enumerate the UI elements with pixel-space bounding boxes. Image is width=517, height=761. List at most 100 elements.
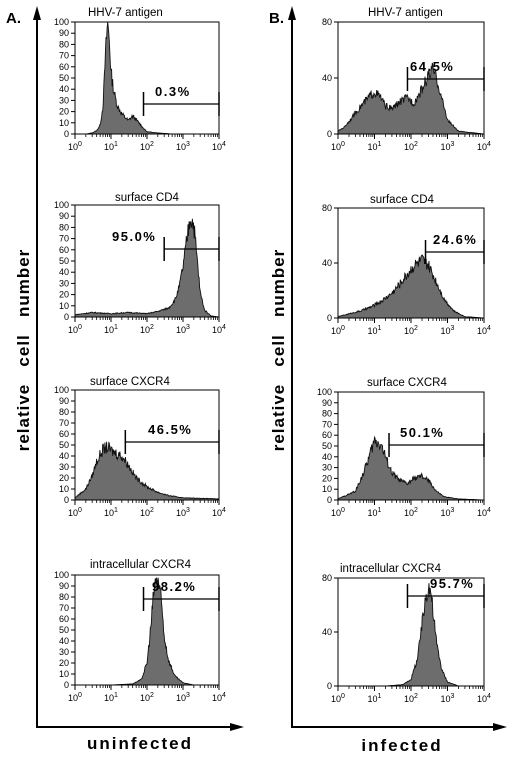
y-tick-label: 10 [59, 118, 69, 128]
panel-a-x-arrowhead [230, 723, 244, 731]
x-tick-label: 104 [477, 507, 491, 518]
histogram-area [75, 21, 219, 135]
histogram-b-1: 0 40 80 100 101 102 103 104 64.5% HHV-7 antigen [322, 7, 491, 152]
y-tick-label: 60 [59, 245, 69, 255]
y-tick-label: 20 [59, 658, 69, 668]
y-tick-label: 90 [59, 211, 69, 221]
y-tick-label: 30 [322, 463, 332, 473]
y-tick-label: 80 [59, 592, 69, 602]
y-tick-label: 100 [54, 17, 69, 27]
x-tick-label: 104 [212, 324, 226, 335]
histogram-title: surface CD4 [370, 194, 435, 206]
histogram-area [337, 435, 484, 501]
x-tick-label: 100 [68, 324, 82, 335]
y-tick-label: 0 [64, 129, 69, 139]
y-tick-label: 10 [322, 484, 332, 494]
y-tick-label: 70 [59, 234, 69, 244]
x-tick-label: 103 [176, 141, 190, 152]
x-tick-label: 102 [404, 693, 418, 704]
y-tick-label: 50 [322, 441, 332, 451]
histogram-title: surface CXCR4 [367, 377, 447, 389]
y-tick-label: 20 [59, 473, 69, 483]
x-tick-label: 101 [368, 693, 382, 704]
x-tick-label: 100 [331, 141, 345, 152]
y-tick-label: 100 [54, 200, 69, 210]
histogram-title: surface CD4 [115, 192, 180, 204]
x-tick-label: 101 [104, 324, 118, 335]
y-tick-label: 70 [322, 419, 332, 429]
y-tick-label: 50 [59, 256, 69, 266]
y-tick-label: 0 [327, 129, 332, 139]
y-tick-label: 50 [59, 625, 69, 635]
y-tick-label: 100 [54, 570, 69, 580]
y-tick-label: 90 [59, 581, 69, 591]
y-tick-label: 40 [59, 84, 69, 94]
x-tick-label: 100 [68, 507, 82, 518]
x-tick-label: 104 [212, 692, 226, 703]
y-tick-label: 80 [322, 573, 332, 583]
y-tick-label: 0 [64, 312, 69, 322]
y-tick-label: 80 [322, 203, 332, 213]
x-tick-label: 101 [104, 692, 118, 703]
x-tick-label: 102 [140, 692, 154, 703]
x-tick-label: 104 [477, 693, 491, 704]
x-tick-label: 102 [404, 141, 418, 152]
y-tick-label: 0 [327, 681, 332, 691]
x-tick-label: 103 [441, 693, 455, 704]
y-tick-label: 60 [59, 614, 69, 624]
gate-percentage: 64.5% [410, 59, 454, 74]
x-tick-label: 103 [176, 324, 190, 335]
gate-percentage: 95.0% [112, 229, 156, 244]
y-tick-label: 10 [59, 484, 69, 494]
histogram-area [338, 583, 484, 687]
y-tick-label: 70 [59, 603, 69, 613]
y-tick-label: 80 [322, 17, 332, 27]
panel-b-x-arrowhead [493, 723, 507, 731]
y-tick-label: 90 [59, 396, 69, 406]
gate-percentage: 95.7% [430, 576, 474, 591]
histogram-area [75, 577, 219, 686]
y-tick-label: 80 [59, 407, 69, 417]
y-tick-label: 30 [59, 462, 69, 472]
y-tick-label: 80 [322, 409, 332, 419]
panel-b-label: B. [269, 10, 284, 27]
y-tick-label: 40 [322, 627, 332, 637]
x-tick-label: 104 [477, 141, 491, 152]
x-tick-label: 101 [104, 507, 118, 518]
gate-percentage: 46.5% [148, 422, 192, 437]
y-tick-label: 70 [59, 418, 69, 428]
y-tick-label: 10 [59, 301, 69, 311]
x-tick-label: 100 [331, 693, 345, 704]
y-tick-label: 0 [64, 495, 69, 505]
x-axis-label-uninfected: uninfected [87, 734, 193, 753]
y-tick-label: 100 [54, 385, 69, 395]
y-tick-label: 100 [317, 387, 332, 397]
x-tick-label: 100 [68, 692, 82, 703]
y-tick-label: 40 [322, 258, 332, 268]
y-tick-label: 40 [59, 267, 69, 277]
y-tick-label: 80 [59, 39, 69, 49]
x-tick-label: 103 [441, 141, 455, 152]
gate-percentage: 98.2% [152, 579, 196, 594]
x-tick-label: 102 [140, 141, 154, 152]
x-tick-label: 103 [176, 507, 190, 518]
x-tick-label: 101 [368, 325, 382, 336]
x-axis-label-infected: infected [361, 736, 442, 755]
y-tick-label: 20 [322, 473, 332, 483]
y-tick-label: 90 [59, 28, 69, 38]
y-axis-label-a: relative cell number [14, 249, 33, 452]
y-tick-label: 50 [59, 73, 69, 83]
y-tick-label: 90 [322, 398, 332, 408]
histogram-b-2: 0 40 80 100 101 102 103 104 24.6% surface CD4 [322, 194, 491, 336]
y-tick-label: 60 [322, 430, 332, 440]
gate-percentage: 50.1% [400, 425, 444, 440]
gate-percentage: 0.3% [155, 84, 191, 99]
histogram-title: surface CXCR4 [90, 376, 170, 388]
histogram-area [74, 441, 220, 501]
y-tick-label: 40 [59, 451, 69, 461]
y-tick-label: 20 [59, 107, 69, 117]
